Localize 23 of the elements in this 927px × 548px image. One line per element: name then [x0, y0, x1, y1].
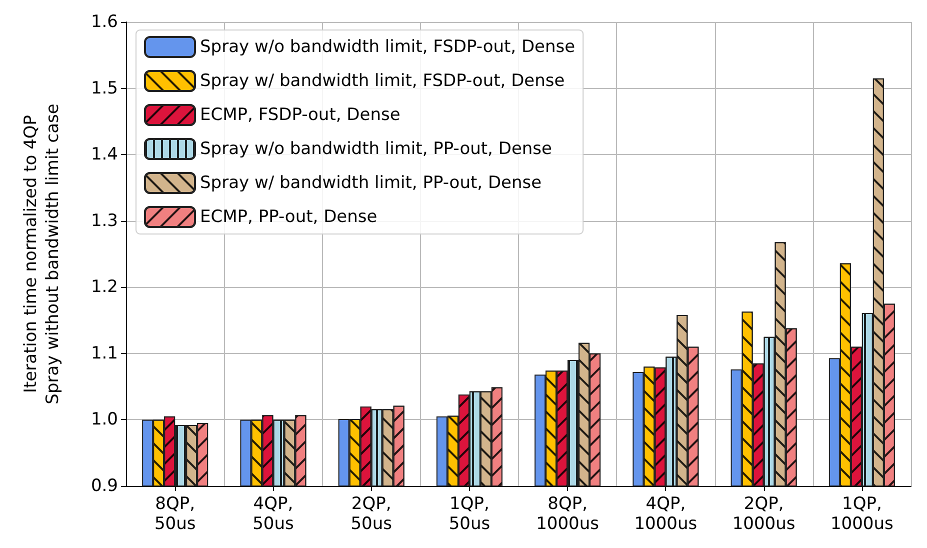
y-tick-label: 1.0: [90, 410, 118, 430]
legend-label: Spray w/ bandwidth limit, FSDP-out, Dense: [200, 71, 565, 91]
y-tick-label: 1.5: [90, 78, 118, 98]
x-tick-label: 2QP, 50us: [350, 494, 392, 534]
x-tick-label: 2QP, 1000us: [732, 494, 796, 534]
y-tick-label: 1.3: [90, 210, 118, 231]
y-tick-label: 1.2: [90, 277, 118, 298]
y-tick-label: 1.1: [90, 343, 118, 364]
x-tick-label: 8QP, 1000us: [536, 494, 600, 534]
x-tick-label: 4QP, 1000us: [634, 494, 698, 534]
y-tick-label: 1.6: [90, 12, 118, 32]
x-tick-label: 8QP, 50us: [154, 494, 196, 534]
legend-label: ECMP, FSDP-out, Dense: [200, 105, 400, 125]
legend-label: Spray w/o bandwidth limit, FSDP-out, Dense: [200, 37, 576, 57]
y-tick-label: 1.4: [90, 144, 118, 165]
y-axis-title: Iteration time normalized to 4QP Spray without bandwidth limit case: [21, 104, 63, 404]
legend-label: ECMP, PP-out, Dense: [200, 207, 378, 227]
x-tick-label: 1QP, 50us: [448, 494, 490, 534]
x-tick-label: 1QP, 1000us: [830, 494, 894, 534]
legend-label: Spray w/o bandwidth limit, PP-out, Dense: [200, 139, 552, 159]
x-tick-label: 4QP, 50us: [252, 494, 294, 534]
y-tick-label: 0.9: [90, 476, 118, 496]
legend-label: Spray w/ bandwidth limit, PP-out, Dense: [200, 173, 542, 193]
